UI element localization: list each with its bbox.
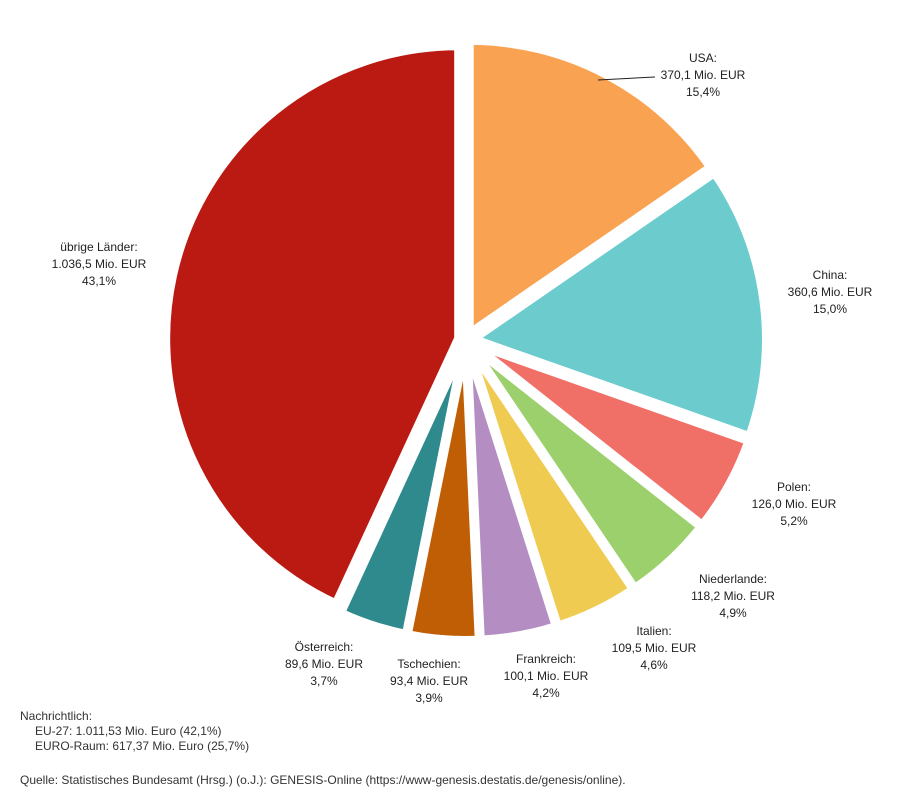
note-heading: Nachrichtlich: [20,709,93,723]
pie-slice-1 [465,167,770,442]
slice-percent: 3,7% [310,674,338,688]
note-euro-area: EURO-Raum: 617,37 Mio. Euro (25,7%) [35,739,250,753]
note-eu27: EU-27: 1.011,53 Mio. Euro (42,1%) [35,724,222,738]
slice-percent: 3,9% [415,691,443,705]
slice-label-3: Niederlande: 118,2 Mio. EUR 4,9% [691,572,775,620]
slice-name: Polen: [777,480,811,494]
slice-value: 360,6 Mio. EUR [788,285,873,299]
slice-name: USA: [689,51,717,65]
slice-name: Österreich: [295,640,354,654]
slice-name: übrige Länder: [60,240,137,254]
slice-label-8: übrige Länder: 1.036,5 Mio. EUR 43,1% [52,240,147,288]
source-citation: Quelle: Statistisches Bundesamt (Hrsg.) … [20,773,626,787]
slice-percent: 15,4% [686,85,720,99]
slice-value: 100,1 Mio. EUR [504,669,589,683]
slice-labels: USA: 370,1 Mio. EUR 15,4% China: 360,6 Mio. … [52,51,873,705]
slice-percent: 43,1% [82,274,116,288]
slice-name: Italien: [636,624,671,638]
slice-value: 370,1 Mio. EUR [661,68,746,82]
slice-label-4: Italien: 109,5 Mio. EUR 4,6% [612,624,697,672]
slice-value: 93,4 Mio. EUR [390,674,468,688]
slice-name: China: [813,268,848,282]
slice-value: 1.036,5 Mio. EUR [52,257,147,271]
slice-value: 118,2 Mio. EUR [691,589,775,603]
slice-value: 126,0 Mio. EUR [752,497,837,511]
slice-name: Tschechien: [397,657,460,671]
slice-percent: 15,0% [813,302,847,316]
slice-percent: 5,2% [780,514,808,528]
slice-percent: 4,9% [719,606,747,620]
pie-slice-8 [162,42,463,609]
pie-slices [162,36,770,644]
slice-value: 109,5 Mio. EUR [612,641,697,655]
slice-value: 89,6 Mio. EUR [285,657,363,671]
slice-label-1: China: 360,6 Mio. EUR 15,0% [788,268,873,316]
slice-name: Frankreich: [516,652,576,666]
slice-label-6: Tschechien: 93,4 Mio. EUR 3,9% [390,657,468,705]
slice-label-5: Frankreich: 100,1 Mio. EUR 4,2% [504,652,589,700]
usa-leader-line [597,76,656,81]
slice-percent: 4,2% [532,686,560,700]
slice-label-0: USA: 370,1 Mio. EUR 15,4% [661,51,746,99]
note-block: Nachrichtlich: EU-27: 1.011,53 Mio. Euro… [20,709,249,754]
pie-slice-0 [465,36,716,341]
pie-slice-7 [335,345,468,639]
slice-label-7: Österreich: 89,6 Mio. EUR 3,7% [285,640,363,688]
slice-name: Niederlande: [699,572,767,586]
slice-percent: 4,6% [640,658,668,672]
slice-label-2: Polen: 126,0 Mio. EUR 5,2% [752,480,837,528]
